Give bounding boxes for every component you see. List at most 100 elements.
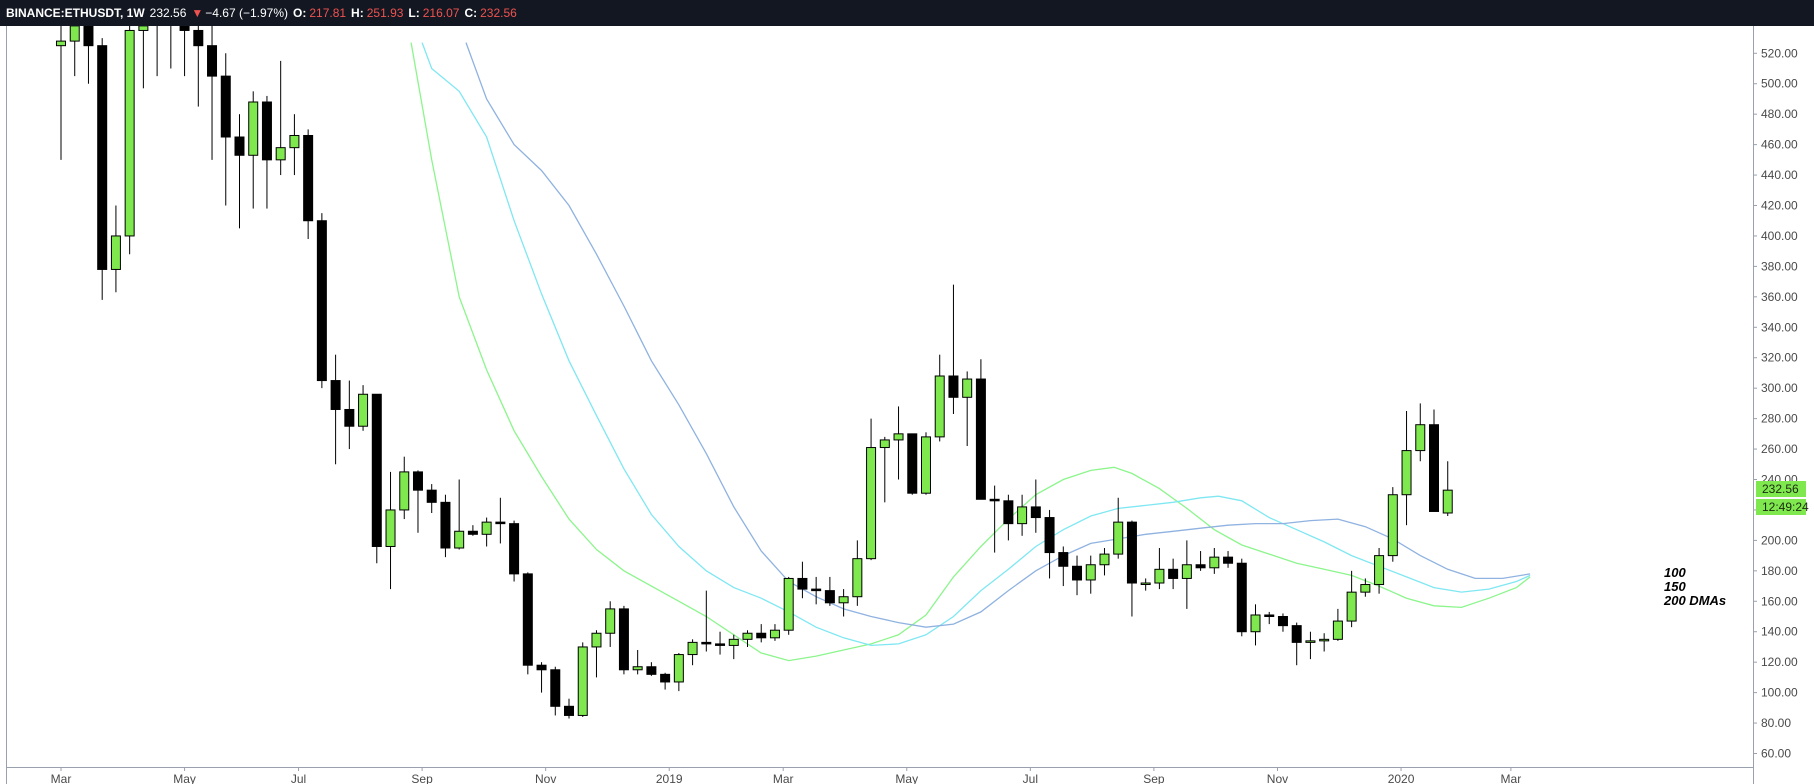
- last-price-badge-bg: [1756, 481, 1806, 497]
- candle-body: [715, 643, 726, 646]
- time-tick-label: Mar: [773, 772, 794, 784]
- candle-body: [69, 26, 80, 42]
- candle: [316, 213, 327, 389]
- ma-200-line: [465, 42, 1531, 628]
- candle-body: [303, 134, 314, 222]
- candle-body: [1017, 506, 1028, 525]
- candle-body: [797, 577, 808, 590]
- candle-body: [56, 40, 66, 47]
- candle-body: [989, 498, 1000, 502]
- time-axis[interactable]: Mar May Jul Sep Nov 2019 Mar May Jul Sep Nov 2020 Ma…: [0, 767, 1754, 784]
- price-tick-label: 280.00: [1761, 412, 1798, 426]
- candle: [193, 26, 204, 107]
- candle: [1442, 461, 1453, 517]
- candle-body: [1072, 565, 1083, 581]
- candle: [824, 576, 835, 606]
- ma-100-line: [410, 42, 1531, 662]
- candle-body: [591, 632, 602, 648]
- candle-body: [1099, 553, 1110, 566]
- candle-body: [1360, 584, 1371, 593]
- candlestick-series: [56, 26, 1453, 719]
- candle-body: [1250, 614, 1261, 633]
- candle-body: [577, 646, 588, 716]
- moving-average-lines: [410, 42, 1531, 662]
- candle-body: [618, 608, 629, 671]
- candle-body: [124, 29, 135, 237]
- last-price-value: 232.56: [1762, 482, 1799, 496]
- candle: [481, 517, 492, 547]
- candle: [156, 26, 158, 77]
- candle: [179, 26, 190, 77]
- high-value: 251.93: [366, 6, 404, 20]
- candle-body: [467, 530, 478, 535]
- candle-body: [1085, 564, 1096, 581]
- candle: [1429, 409, 1439, 512]
- candle-body: [811, 588, 822, 592]
- candle-body: [687, 641, 698, 656]
- candle: [1305, 631, 1316, 660]
- annotation-line-1: 100: [1664, 565, 1686, 580]
- candle-body: [866, 447, 877, 560]
- chart-legend-header: BINANCE:ETHUSDT, 1W 232.56 ▼ −4.67 (−1.9…: [0, 0, 1814, 26]
- candle: [1346, 570, 1357, 628]
- candle: [879, 436, 890, 503]
- candle-body: [1223, 556, 1234, 564]
- candle-body: [316, 220, 327, 382]
- candle-body: [509, 523, 520, 575]
- candle-body: [110, 235, 121, 270]
- candle: [1113, 497, 1124, 559]
- candle: [618, 605, 629, 675]
- candle-body: [920, 436, 931, 494]
- candle: [975, 359, 986, 500]
- candle-body: [1429, 424, 1439, 512]
- candle: [1277, 613, 1288, 632]
- last-price-badge: 232.56 12:49:24: [1756, 481, 1809, 515]
- candle-body: [1209, 556, 1220, 569]
- candle-body: [97, 45, 108, 270]
- candle: [756, 624, 767, 643]
- price-tick-label: 80.00: [1761, 716, 1791, 730]
- candle: [1360, 578, 1371, 597]
- candle: [1319, 633, 1330, 652]
- candle-body: [1030, 506, 1041, 519]
- candle: [866, 418, 877, 561]
- candle-body: [1044, 517, 1055, 554]
- candle-body: [962, 378, 973, 398]
- price-tick-label: 60.00: [1761, 747, 1791, 761]
- candle-body: [1168, 568, 1179, 579]
- candle-body: [248, 101, 259, 156]
- candle: [893, 406, 904, 480]
- candle: [783, 576, 794, 635]
- symbol-label[interactable]: BINANCE:ETHUSDT, 1W: [6, 6, 145, 20]
- candle-body: [1113, 521, 1124, 555]
- candle-body: [756, 632, 767, 639]
- candle: [110, 205, 121, 293]
- price-tick-label: 520.00: [1761, 46, 1798, 60]
- candle: [1332, 608, 1343, 641]
- time-tick-label: Sep: [411, 772, 433, 784]
- candle: [207, 26, 218, 160]
- candle: [1236, 558, 1247, 637]
- candle: [701, 590, 712, 652]
- annotation-line-3: 200 DMAs: [1663, 593, 1726, 608]
- price-axis[interactable]: 60.00 80.00 100.00 120.00 140.00 160.00 180.00…: [1753, 26, 1798, 784]
- candle-body: [783, 577, 794, 631]
- candle-body: [495, 521, 506, 525]
- candle: [454, 479, 465, 550]
- price-tick-label: 320.00: [1761, 351, 1798, 365]
- candle: [330, 354, 341, 465]
- candle: [852, 540, 863, 606]
- price-tick-label: 480.00: [1761, 107, 1798, 121]
- candle-body: [330, 380, 341, 410]
- price-tick-label: 180.00: [1761, 564, 1798, 578]
- candle: [69, 26, 80, 77]
- candle: [742, 630, 753, 647]
- time-tick-label: Mar: [51, 772, 72, 784]
- price-tick-label: 300.00: [1761, 381, 1798, 395]
- high-label: H:: [351, 6, 364, 20]
- candle: [371, 393, 382, 564]
- candle-body: [481, 521, 492, 535]
- candle: [412, 470, 423, 533]
- candle-body: [701, 641, 712, 645]
